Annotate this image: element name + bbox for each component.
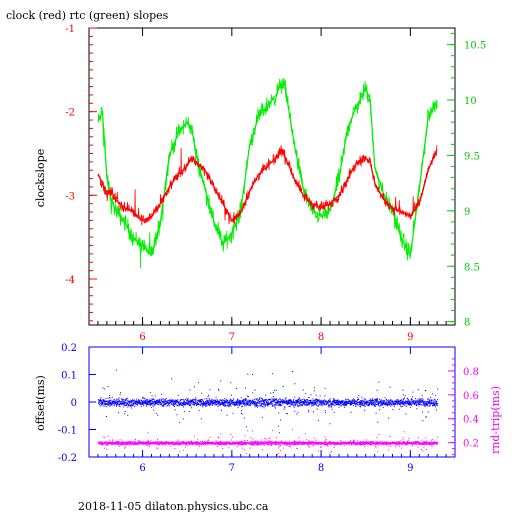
clock-series-line <box>97 148 438 222</box>
top-ytick-label: -1 <box>65 24 75 35</box>
top-xtick-label: 8 <box>318 332 324 343</box>
top-ytick-label: -3 <box>65 191 75 202</box>
bottom-ytick-label: 0 <box>71 398 77 409</box>
chart-title: clock (red) rtc (green) slopes <box>6 9 169 22</box>
bottom-plot-area <box>97 369 439 457</box>
bottom-axes: 6 7 8 9 0.2 0.1 0 -0.1 -0.2 0.8 0.6 0.4 0.2 <box>58 343 479 474</box>
top-y2tick-label: 9 <box>464 207 470 218</box>
top-y2tick-label: 9.5 <box>464 151 480 162</box>
offset-scatter <box>97 369 439 434</box>
bottom-y2tick-label: 0.6 <box>463 391 479 402</box>
bottom-ytick-label: -0.1 <box>58 426 77 437</box>
top-plot-area <box>97 78 438 269</box>
top-xtick-label: 6 <box>139 332 145 343</box>
top-y2tick-label: 8.5 <box>464 262 480 273</box>
bottom-ytick-label: 0.2 <box>61 343 77 354</box>
top-xtick-label: 9 <box>407 332 413 343</box>
footer-text: 2018-11-05 dilaton.physics.ubc.ca <box>78 500 269 512</box>
top-y2tick-label: 10 <box>464 96 477 107</box>
rtc-series-line <box>97 82 438 258</box>
bottom-xtick-label: 8 <box>318 463 324 474</box>
top-ytick-label: -2 <box>65 108 75 119</box>
bottom-y2tick-label: 0.8 <box>463 367 479 378</box>
bottom-y2label: rnd-trip(ms) <box>489 386 502 454</box>
bottom-ytick-label: 0.1 <box>61 371 77 382</box>
top-axes: 6 7 8 9 -1 -2 -3 -4 10.5 10 9.5 9 8.5 8 <box>65 24 486 343</box>
bottom-y2tick-label: 0.4 <box>463 415 479 426</box>
top-y2tick-label: 8 <box>464 318 470 329</box>
top-ylabel: clockslope <box>34 149 47 207</box>
top-ytick-label: -4 <box>65 275 75 286</box>
bottom-xtick-label: 6 <box>139 463 145 474</box>
bottom-xtick-label: 9 <box>407 463 413 474</box>
top-y2tick-label: 10.5 <box>464 41 486 52</box>
rndtrip-scatter-points <box>97 429 439 457</box>
rtc-series-line-noise <box>97 78 438 269</box>
bottom-ylabel: offset(ms) <box>34 375 47 431</box>
bottom-xtick-label: 7 <box>229 463 235 474</box>
top-plot-frame <box>88 27 456 326</box>
rndtrip-scatter <box>97 429 439 457</box>
offset-scatter-points <box>97 369 439 434</box>
bottom-y2tick-label: 0.2 <box>463 439 479 450</box>
clock-series-line-noise <box>97 144 438 226</box>
top-xtick-label: 7 <box>229 332 235 343</box>
bottom-ytick-label: -0.2 <box>58 453 77 464</box>
